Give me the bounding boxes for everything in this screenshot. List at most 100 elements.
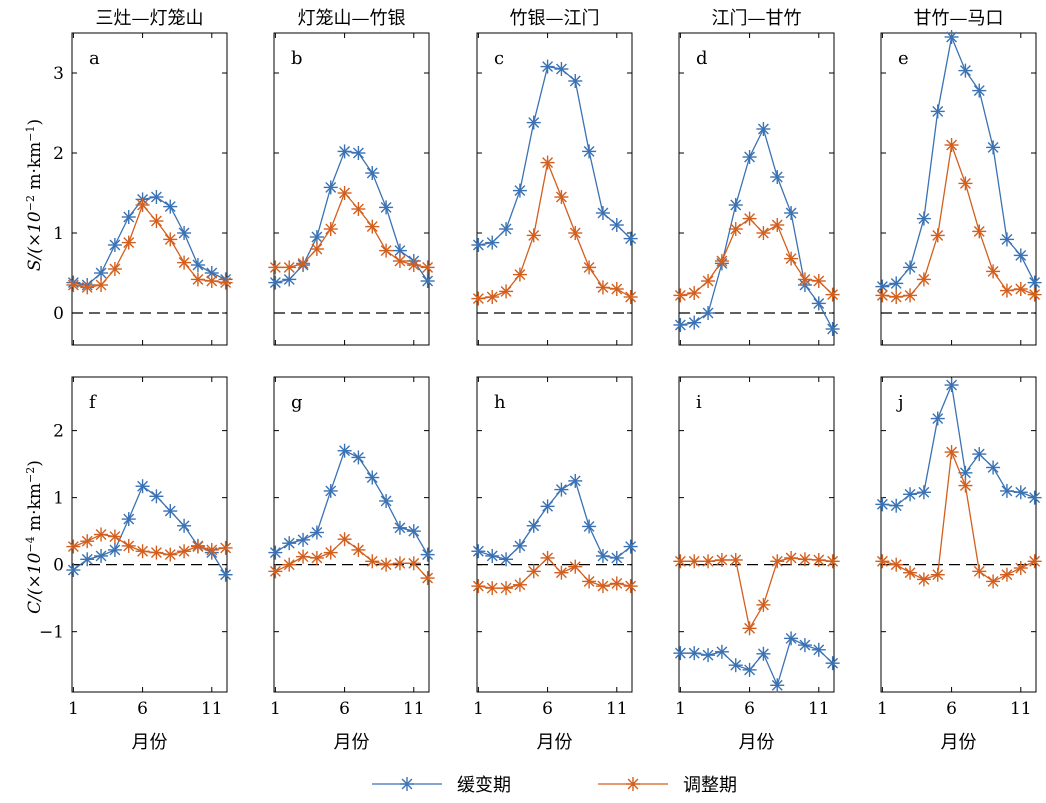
data-point (218, 275, 233, 290)
data-point (337, 443, 352, 458)
data-point (190, 258, 205, 272)
data-point (94, 527, 109, 542)
x-tick-label: 11 (403, 699, 425, 719)
x-tick-label: 1 (675, 699, 686, 719)
data-point (526, 518, 541, 533)
data-point (309, 525, 324, 540)
panel-d: 江门—甘竹d (673, 8, 840, 346)
data-point (595, 548, 610, 563)
data-point (784, 550, 799, 565)
data-point (420, 260, 435, 275)
series-line-1 (73, 196, 226, 286)
data-point (107, 238, 122, 252)
data-point (107, 529, 122, 544)
data-point (471, 238, 486, 252)
data-point (94, 266, 109, 280)
data-point (903, 565, 918, 580)
panel-title: 三灶—灯笼山 (96, 8, 204, 29)
data-point (296, 256, 311, 271)
data-point (554, 62, 569, 76)
data-point (756, 646, 771, 661)
data-point (728, 658, 743, 673)
data-point (337, 186, 352, 200)
data-point (825, 554, 840, 569)
data-point (554, 482, 569, 497)
data-point (499, 222, 514, 236)
data-point (351, 450, 366, 465)
data-point (728, 552, 743, 567)
data-point (282, 536, 297, 551)
panel-letter: e (898, 48, 909, 69)
data-point (1027, 554, 1042, 569)
data-point (825, 656, 840, 671)
data-point (163, 199, 178, 214)
data-point (406, 524, 421, 539)
data-point (485, 235, 500, 250)
panel-letter: d (696, 48, 708, 69)
data-point (190, 539, 205, 554)
data-point (770, 678, 785, 693)
data-point (889, 557, 904, 572)
panel-f: −1 0 1 2 1 6 11 月份 f (39, 376, 233, 753)
legend-marker-series2 (626, 777, 640, 791)
data-point (149, 214, 164, 228)
panel-letter: c (494, 48, 504, 69)
data-point (485, 548, 500, 563)
data-point (930, 567, 945, 582)
data-point (986, 264, 1001, 279)
data-point (673, 554, 688, 569)
x-axis-label: 月份 (739, 732, 775, 753)
data-point (309, 230, 324, 244)
panel-b: 灯笼山—竹银 b (268, 8, 435, 346)
legend-label-series2: 调整期 (683, 775, 737, 796)
data-point (309, 242, 324, 256)
legend-label-series1: 缓变期 (457, 775, 511, 796)
data-point (282, 260, 297, 275)
data-point (149, 489, 164, 504)
data-point (485, 581, 500, 596)
data-point (379, 493, 394, 508)
data-point (687, 646, 702, 661)
data-point (742, 621, 757, 636)
data-point (499, 552, 514, 567)
data-point (351, 202, 366, 216)
data-point (406, 258, 421, 272)
data-point (1013, 248, 1028, 263)
legend-star (626, 777, 640, 791)
y-tick-label: 1 (53, 489, 64, 509)
panel-letter: a (89, 48, 100, 69)
data-point (999, 232, 1014, 247)
data-point (554, 565, 569, 580)
data-point (163, 232, 178, 247)
panel-title: 甘竹—马口 (914, 8, 1004, 29)
data-point (218, 567, 233, 582)
y-tick-label: 2 (53, 144, 64, 164)
data-point (609, 218, 624, 232)
series-line-1 (882, 34, 1036, 288)
data-point (149, 545, 164, 560)
data-point (66, 563, 81, 578)
data-point (107, 542, 122, 557)
data-point (742, 150, 757, 164)
data-point (609, 282, 624, 296)
data-point (673, 646, 688, 661)
data-point (66, 539, 81, 554)
data-point (944, 138, 959, 152)
panel-frame (880, 376, 1037, 693)
data-point (972, 564, 987, 579)
data-point (1013, 561, 1028, 576)
data-point (568, 226, 583, 240)
data-point (811, 296, 826, 311)
legend-marker-series1 (400, 777, 414, 791)
legend-star (400, 777, 414, 791)
data-point (526, 115, 541, 130)
series-line-1 (478, 65, 632, 246)
data-point (944, 445, 959, 460)
data-point (540, 550, 555, 565)
data-point (540, 59, 555, 74)
data-point (811, 642, 826, 657)
panel-frame (71, 32, 228, 346)
data-point (903, 260, 918, 275)
data-point (1027, 275, 1042, 290)
panel-letter: h (494, 392, 506, 413)
